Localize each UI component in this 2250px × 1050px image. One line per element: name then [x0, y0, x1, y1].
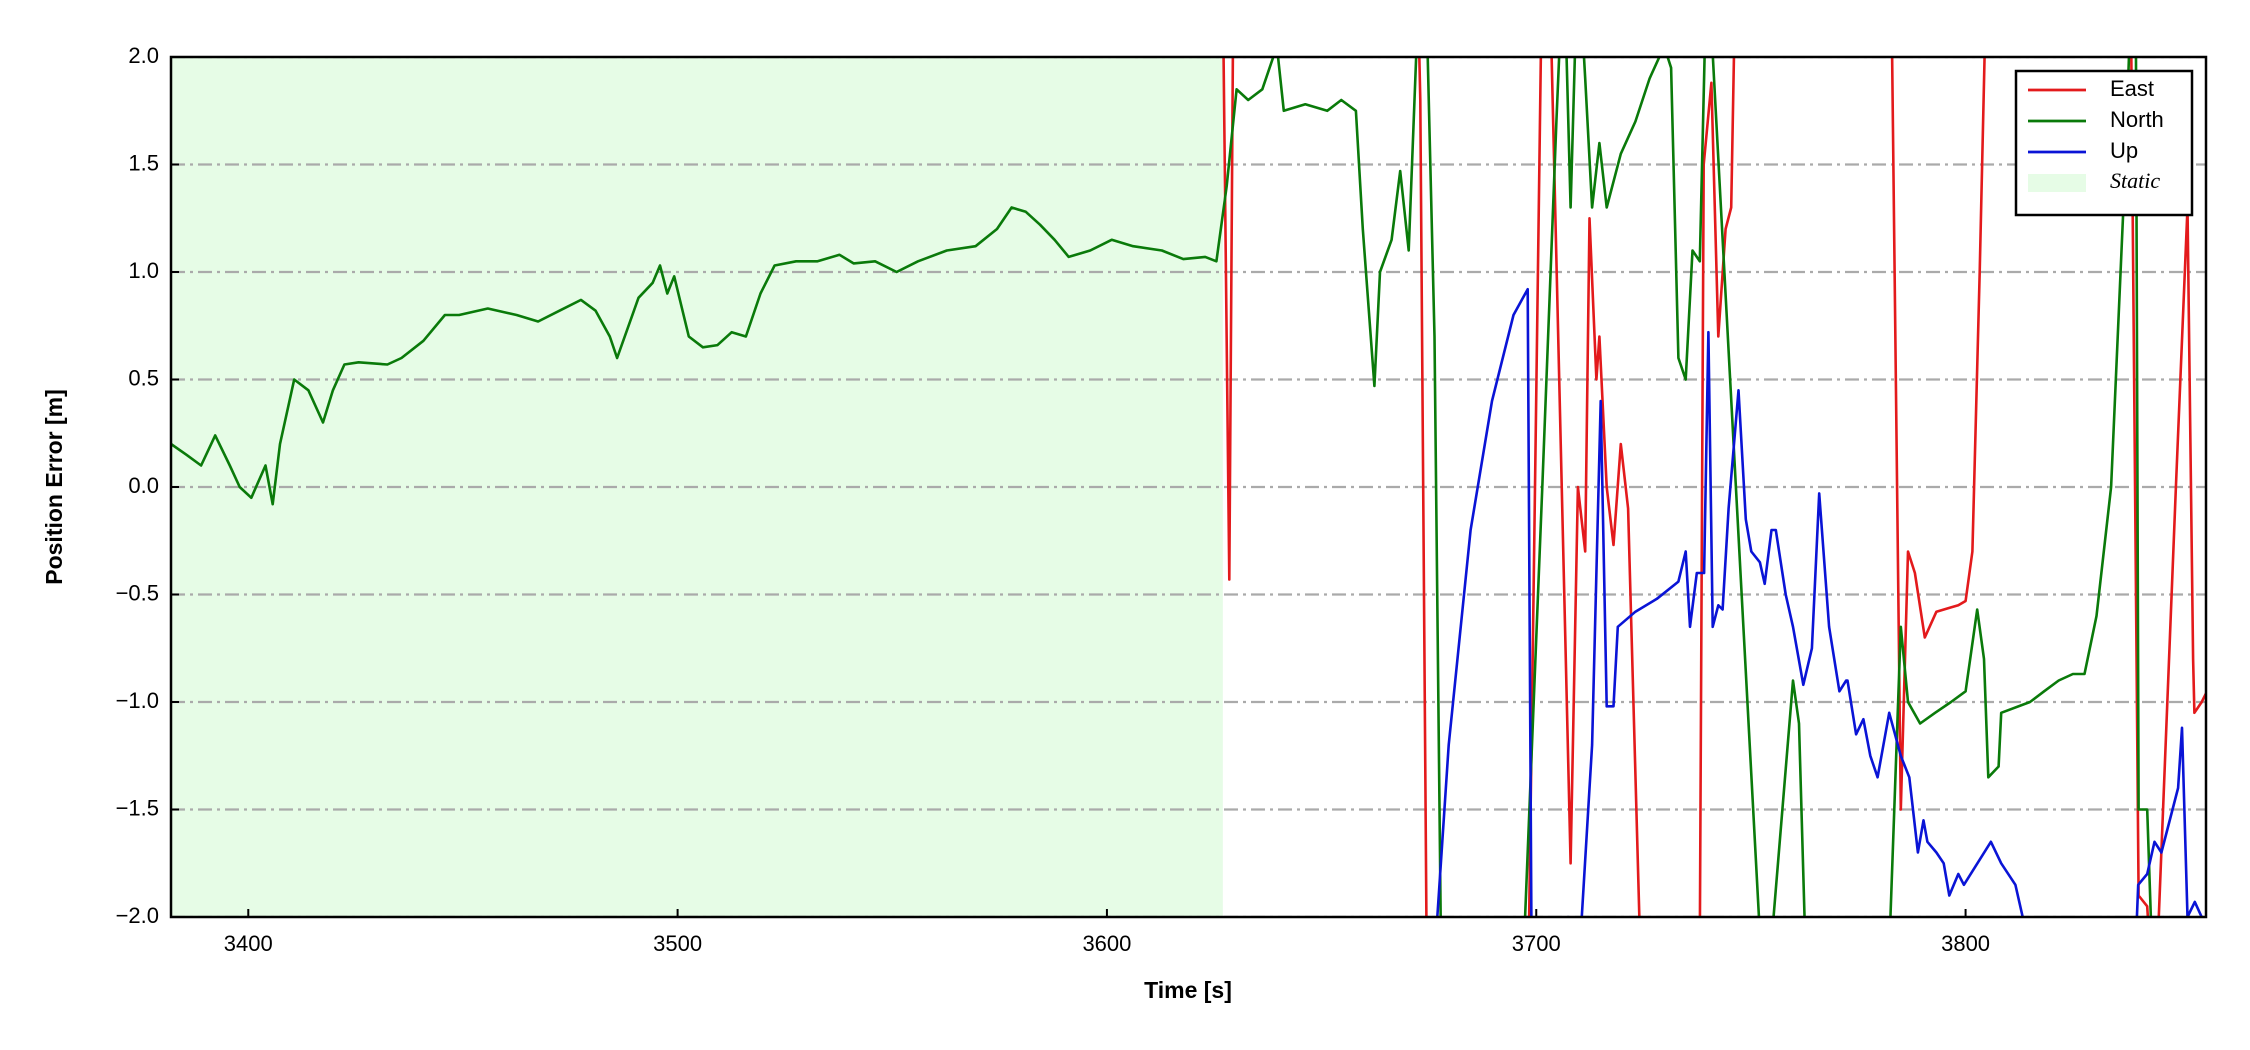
y-tick-label: −1.0 [116, 688, 159, 713]
legend-label: Static [2110, 168, 2160, 193]
x-tick-label: 3400 [224, 931, 273, 956]
x-tick-label: 3700 [1512, 931, 1561, 956]
y-tick-label: −1.5 [116, 795, 159, 820]
plot-frame [169, 55, 2208, 919]
x-tick-label: 3600 [1082, 931, 1131, 956]
legend-swatch [2028, 174, 2086, 192]
x-tick-label: 3800 [1941, 931, 1990, 956]
y-tick-label: 1.0 [128, 258, 159, 283]
y-tick-label: −0.5 [116, 580, 159, 605]
legend-label: Up [2110, 138, 2138, 163]
line-series [171, 57, 2153, 917]
y-tick-label: 2.0 [128, 43, 159, 68]
y-tick-label: 0.0 [128, 473, 159, 498]
line-series [1436, 287, 2203, 917]
legend-box [2014, 69, 2194, 217]
y-axis-label: Position Error [m] [41, 389, 67, 585]
x-tick-label: 3500 [653, 931, 702, 956]
y-tick-label: 0.5 [128, 365, 159, 390]
y-tick-label: −2.0 [116, 903, 159, 928]
legend: East North Up Static [2014, 69, 2194, 217]
legend-label: East [2110, 76, 2154, 101]
y-tick-label: 1.5 [128, 150, 159, 175]
legend-label: North [2110, 107, 2164, 132]
plot-area [171, 57, 2206, 917]
x-axis-label: Time [s] [1144, 977, 1232, 1003]
